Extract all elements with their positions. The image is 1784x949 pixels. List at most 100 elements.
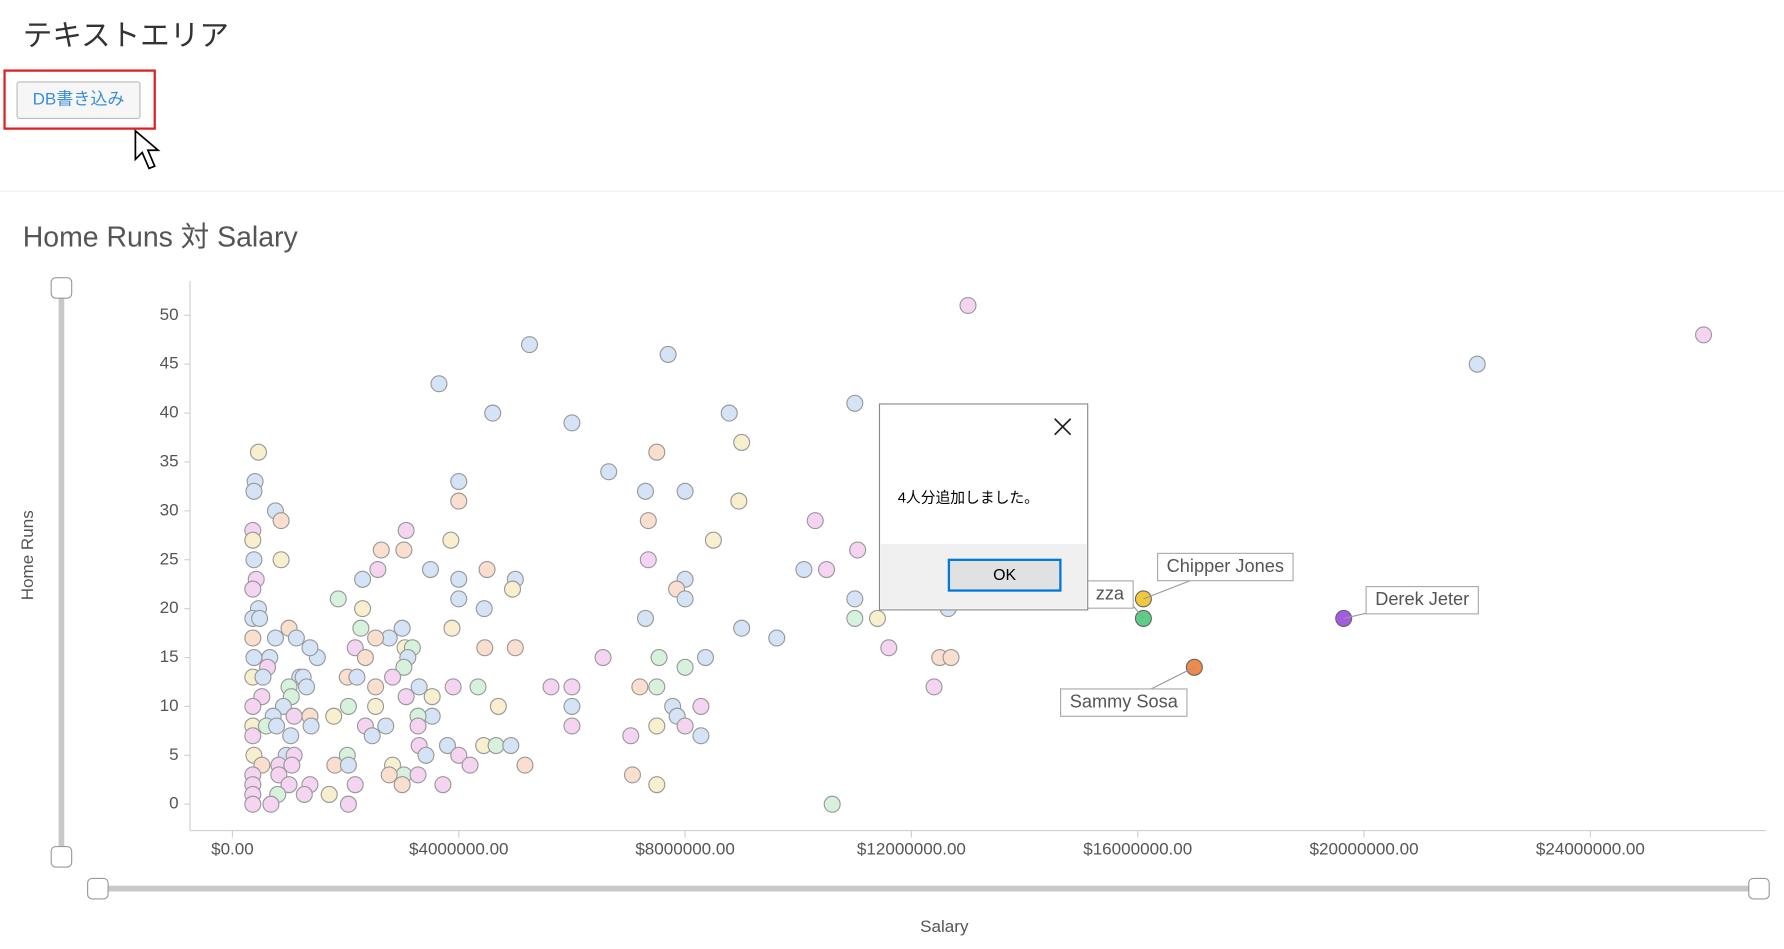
data-point: [594, 649, 612, 667]
data-point: [730, 492, 748, 510]
data-point: [733, 619, 751, 637]
data-point: [442, 531, 460, 549]
data-point: [563, 697, 581, 715]
data-point: [367, 697, 385, 715]
data-point: [506, 639, 524, 657]
close-button[interactable]: [1054, 418, 1072, 436]
data-point: [676, 590, 694, 608]
data-point: [409, 766, 427, 784]
data-point: [244, 580, 262, 598]
data-point: [245, 649, 263, 667]
slider-handle[interactable]: [50, 845, 73, 868]
slider-handle[interactable]: [1748, 877, 1770, 900]
data-point: [636, 482, 655, 500]
data-point: [639, 512, 657, 530]
data-point: [393, 776, 411, 794]
data-point: [339, 697, 357, 715]
label-box: [1157, 552, 1294, 582]
data-point: [676, 482, 694, 500]
data-point: [249, 443, 268, 461]
data-point: [720, 404, 738, 422]
data-point: [320, 785, 338, 803]
data-point: [423, 688, 441, 706]
highlight-box: [3, 69, 156, 130]
data-point: [563, 414, 581, 432]
data-point: [469, 678, 487, 696]
data-point: [692, 697, 710, 715]
data-point: [409, 717, 427, 735]
data-point: [623, 766, 642, 784]
y-tick-label: 5: [169, 745, 178, 764]
y-tick-label: 35: [160, 451, 179, 470]
y-tick-label: 40: [160, 403, 179, 422]
data-point: [244, 531, 262, 549]
data-point: [959, 296, 977, 315]
data-point: [272, 512, 290, 530]
y-tick-label: 50: [160, 305, 179, 324]
data-point: [542, 678, 560, 696]
button-frame[interactable]: [16, 81, 141, 119]
x-tick-label: $8000000.00: [635, 839, 735, 858]
data-point: [484, 404, 502, 422]
data-point: [244, 629, 262, 647]
data-point: [476, 639, 494, 657]
db-write-button[interactable]: DB書き込み: [16, 81, 141, 119]
label-text: zza: [1096, 583, 1125, 603]
data-point: [868, 609, 887, 627]
data-point: [925, 678, 943, 696]
data-point: [450, 492, 468, 510]
y-tick-label: 0: [169, 794, 178, 813]
chart-title: Home Runs 対 Salary: [23, 222, 299, 254]
data-point: [818, 561, 836, 579]
button-label[interactable]: DB書き込み: [33, 90, 125, 109]
slider-handle[interactable]: [87, 877, 109, 900]
data-point: [450, 590, 468, 608]
data-point: [676, 717, 694, 735]
data-point: [443, 619, 461, 637]
data-point: [434, 776, 452, 794]
data-point: [600, 463, 618, 481]
x-tick-label: $4000000.00: [409, 839, 509, 858]
point-labels: Chipper Jones zza Derek Jeter Sammy Sosa: [1060, 552, 1479, 717]
data-point: [287, 629, 305, 647]
data-point: [298, 678, 316, 696]
label-text: Sammy Sosa: [1070, 691, 1179, 711]
data-point: [806, 512, 824, 530]
data-point: [1335, 609, 1353, 627]
data-point: [503, 580, 522, 598]
data-point: [244, 727, 262, 745]
data-point: [1468, 355, 1486, 373]
data-point: [380, 766, 398, 784]
x-tick-label: $12000000.00: [857, 839, 966, 858]
x-axis-label: Salary: [920, 917, 969, 936]
data-point: [384, 668, 402, 686]
data-point: [254, 668, 272, 686]
data-point: [450, 746, 468, 764]
ok-button-label[interactable]: OK: [993, 567, 1016, 584]
data-point: [648, 678, 666, 696]
data-point: [395, 541, 413, 559]
data-point: [329, 590, 347, 608]
slider-handle[interactable]: [50, 277, 73, 299]
data-point: [1134, 609, 1152, 627]
data-point: [704, 531, 722, 549]
data-point: [478, 561, 496, 579]
data-point: [795, 561, 813, 579]
data-point: [475, 600, 493, 618]
ok-button[interactable]: [947, 558, 1062, 592]
data-point: [352, 619, 370, 637]
y-tick-label: 20: [160, 598, 179, 617]
data-point: [846, 590, 864, 608]
data-point: [397, 688, 415, 706]
data-point: [262, 795, 280, 813]
data-point: [285, 707, 303, 725]
data-point: [356, 649, 374, 667]
label-box: [1365, 586, 1479, 615]
data-point: [516, 756, 534, 774]
data-point: [563, 678, 581, 696]
data-point: [444, 678, 462, 696]
data-point: [280, 776, 298, 794]
x-tick-label: $20000000.00: [1310, 839, 1419, 858]
